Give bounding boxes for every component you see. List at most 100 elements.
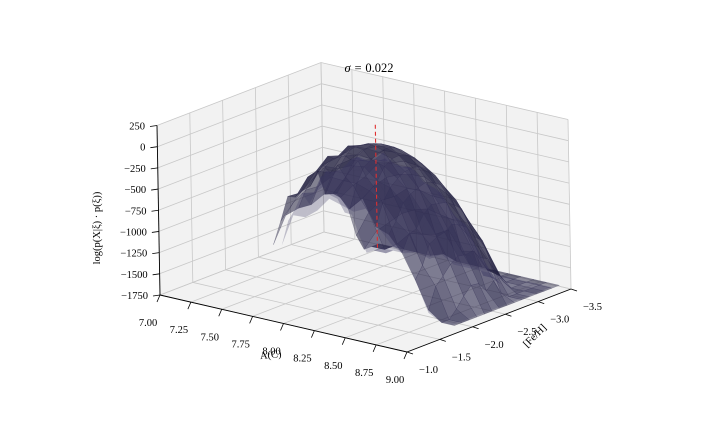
- surface-facet-lower: [341, 190, 361, 212]
- surface-facet-lower: [323, 178, 343, 196]
- surface-facet-lower: [336, 170, 356, 191]
- surface-facet-lower: [390, 223, 410, 246]
- x-tick-label: 8.25: [293, 354, 311, 365]
- surface-facet: [440, 319, 463, 326]
- surface-facet-lower: [324, 173, 344, 190]
- surface-facet-lower: [454, 290, 474, 320]
- surface-facet-lower: [335, 169, 355, 182]
- surface-facet-lower: [395, 200, 415, 226]
- x-tick-mark: [341, 337, 346, 345]
- surface-facet-lower: [348, 170, 368, 191]
- surface-facet-lower: [404, 176, 425, 193]
- x-tick-label: 7.75: [231, 339, 249, 350]
- surface-facet-lower: [385, 203, 405, 231]
- grid-line-z: [156, 62, 569, 126]
- surface-facet-lower: [434, 278, 455, 320]
- surface-facet: [523, 287, 546, 295]
- surface-facet-lower: [338, 156, 357, 176]
- surface-facet-lower: [395, 166, 415, 171]
- z-tick-mark: [150, 146, 158, 149]
- z-tick-label: 250: [129, 122, 145, 133]
- surface-facet-lower: [356, 156, 377, 166]
- surface-facet-lower: [451, 227, 471, 261]
- surface-facet: [478, 283, 500, 312]
- surface-facet: [525, 279, 548, 286]
- surface-facet-lower: [350, 156, 370, 172]
- z-tick-label: −250: [124, 164, 146, 175]
- surface-facet-lower: [400, 182, 420, 201]
- y-tick-mark: [570, 288, 578, 292]
- x-axis-label: A(C): [259, 349, 282, 362]
- surface-facet-lower: [402, 212, 422, 243]
- surface-facet-lower: [378, 207, 398, 244]
- surface-facet-lower: [397, 207, 417, 240]
- grid-line-z: [158, 146, 570, 211]
- surface-facet-lower: [458, 250, 479, 271]
- y-tick-mark: [472, 326, 479, 330]
- surface-facet-lower: [429, 239, 449, 279]
- surface-facet-lower: [409, 166, 430, 191]
- surface-facet-lower: [443, 237, 463, 265]
- surface-facet-lower: [387, 182, 408, 206]
- surface-facet-lower: [505, 286, 525, 293]
- grid-line-z: [159, 189, 571, 253]
- surface-facet-lower: [507, 278, 527, 285]
- y-tick-label: −2.0: [485, 340, 504, 351]
- surface-facet-lower: [422, 237, 442, 259]
- surface-facet-lower: [482, 283, 502, 309]
- surface-facet-lower: [500, 281, 520, 287]
- surface-facet-lower: [383, 205, 403, 226]
- surface-facet-lower: [373, 158, 393, 177]
- surface-facet-lower: [314, 171, 333, 193]
- surface-facet-lower: [407, 200, 427, 221]
- surface-facet-lower: [475, 290, 495, 312]
- x-tick-label: 7.25: [170, 325, 188, 336]
- surface-facet-lower: [345, 156, 365, 169]
- surface-facet-lower: [420, 183, 440, 195]
- surface-facet-lower: [368, 175, 388, 198]
- y-tick-label: −3.5: [583, 302, 602, 313]
- y-tick-label: −1.5: [452, 352, 471, 363]
- x-tick-label: 7.50: [201, 332, 219, 343]
- surface-facet-lower: [302, 176, 321, 204]
- z-tick-mark: [151, 231, 159, 233]
- surface-facet-lower: [343, 164, 363, 186]
- surface-facet-lower: [493, 276, 513, 290]
- surface-facet-lower: [367, 172, 387, 185]
- surface-facet-lower: [372, 184, 393, 208]
- surface-facet: [493, 280, 515, 306]
- surface-facet-lower: [411, 202, 431, 226]
- surface-mesh: [273, 143, 561, 326]
- surface-facet-lower: [441, 274, 462, 313]
- surface-facet-lower: [360, 184, 380, 206]
- surface-facet: [508, 293, 531, 300]
- surface-facet-lower: [319, 171, 338, 190]
- surface-facet-lower: [498, 284, 518, 296]
- surface-facet-lower: [430, 209, 451, 241]
- x-tick-label: 8.00: [262, 347, 280, 358]
- surface-facet-lower: [385, 245, 406, 254]
- surface-facet-lower: [317, 189, 337, 211]
- x-tick-mark: [311, 330, 315, 338]
- z-tick-label: −1500: [121, 270, 148, 281]
- surface-facet-lower: [415, 271, 435, 313]
- z-axis-label: log(p(X|ξ) · p(ξ)): [92, 191, 103, 264]
- z-tick-mark: [152, 273, 160, 276]
- surface-facet-lower: [432, 193, 452, 220]
- surface-facet-lower: [495, 275, 515, 282]
- surface-facet-lower: [424, 193, 444, 209]
- surface-facet-lower: [300, 189, 320, 207]
- surface-facet-lower: [379, 179, 399, 204]
- surface-facet-lower: [503, 295, 524, 301]
- surface-facet-lower: [374, 160, 394, 180]
- surface-facet-lower: [366, 236, 386, 254]
- surface-facet-lower: [376, 152, 396, 166]
- surface-facet-lower: [459, 221, 479, 255]
- surface-facet-lower: [418, 198, 438, 215]
- surface-facet-lower: [400, 166, 420, 184]
- surface-facet-lower: [484, 271, 504, 298]
- surface-facet-lower: [412, 179, 433, 199]
- surface-facet-lower: [375, 182, 396, 211]
- grid-line-z: [159, 210, 571, 275]
